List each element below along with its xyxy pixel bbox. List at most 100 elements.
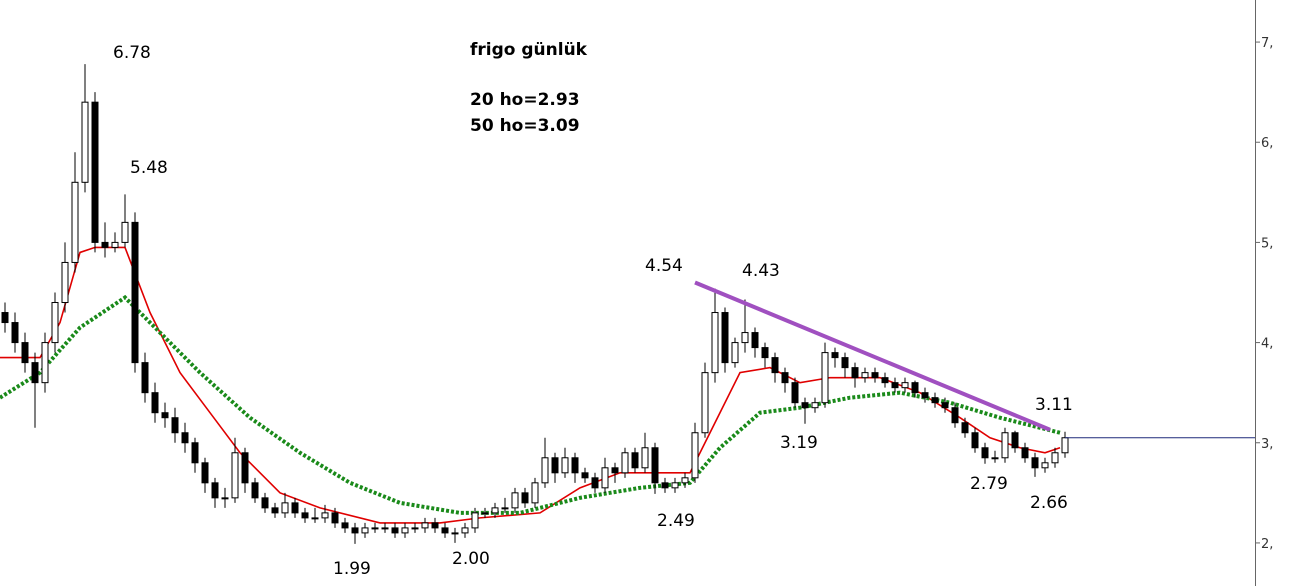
candle-body [671, 482, 679, 489]
candle-body [451, 532, 459, 535]
candle-body [601, 467, 609, 489]
candle-body [71, 181, 79, 263]
candle-body [411, 527, 419, 530]
candle-body [541, 457, 549, 484]
candle-body [551, 457, 559, 474]
candle-body [111, 241, 119, 248]
candle-body [261, 497, 269, 509]
candle-body [461, 527, 469, 534]
candle-body [1, 312, 9, 324]
annotation: 2.66 [1030, 493, 1068, 513]
candle-body [191, 442, 199, 464]
candle-body [121, 221, 129, 243]
candle-body [341, 522, 349, 529]
note: 50 ho=3.09 [470, 116, 580, 136]
candle-body [311, 517, 319, 520]
candle-body [991, 457, 999, 460]
candle-body [81, 101, 89, 183]
candle-body [981, 447, 989, 459]
candle-body [831, 352, 839, 359]
candle-body [391, 527, 399, 534]
candle-body [561, 457, 569, 474]
candle-body [661, 482, 669, 489]
note: 20 ho=2.93 [470, 90, 580, 110]
candle-body [931, 397, 939, 404]
annotation: 3.11 [1035, 395, 1073, 415]
annotation: 2.79 [970, 474, 1008, 494]
candle-body [971, 432, 979, 449]
candle-body [1061, 437, 1069, 454]
candle-body [781, 372, 789, 384]
candle-body [201, 462, 209, 484]
candle-body [591, 477, 599, 489]
candle-body [431, 522, 439, 529]
candle-body [1041, 462, 1049, 469]
candle-body [471, 512, 479, 529]
candle-body [231, 452, 239, 499]
candle-body [691, 432, 699, 479]
y-tick-label: 7, [1261, 36, 1273, 51]
candle-body [381, 527, 389, 530]
candle-body [521, 492, 529, 504]
candle-body [441, 527, 449, 534]
annotation: 4.54 [645, 256, 683, 276]
candle-body [881, 377, 889, 384]
candle-body [151, 392, 159, 414]
candle-body [241, 452, 249, 484]
candle-body [951, 407, 959, 424]
candle-body [21, 342, 29, 364]
candle-body [821, 352, 829, 404]
chart-title: frigo günlük [470, 40, 588, 60]
candle-body [761, 347, 769, 359]
candle-body [871, 372, 879, 379]
candle-body [271, 507, 279, 514]
annotation: 5.48 [130, 158, 168, 178]
candle-body [611, 467, 619, 474]
candle-body [531, 482, 539, 504]
candle-body [301, 512, 309, 519]
candle-body [31, 362, 39, 384]
candle-body [91, 101, 99, 243]
candle-body [161, 412, 169, 419]
candle-body [51, 302, 59, 344]
candle-body [61, 261, 69, 304]
trend-line [694, 280, 1051, 432]
candle-body [571, 457, 579, 474]
candle-body [251, 482, 259, 499]
candle-body [741, 332, 749, 344]
candle-body [491, 507, 499, 514]
candle-body [961, 422, 969, 434]
candle-body [911, 382, 919, 394]
candle-body [891, 382, 899, 389]
candle-body [641, 447, 649, 469]
annotation: 1.99 [333, 559, 371, 579]
y-tick-label: 2, [1261, 537, 1273, 552]
y-tick-label: 5, [1261, 236, 1273, 251]
candle-body [921, 392, 929, 399]
y-tick-label: 6, [1261, 136, 1273, 151]
candle-body [511, 492, 519, 509]
candle-body [771, 357, 779, 374]
candle-body [11, 322, 19, 344]
candle-body [171, 417, 179, 434]
candle-body [711, 312, 719, 374]
candle-body [351, 527, 359, 534]
candle-body [631, 452, 639, 469]
candle-body [1031, 457, 1039, 469]
candle-body [901, 382, 909, 389]
candle-body [581, 472, 589, 479]
y-tick-label: 4, [1261, 337, 1273, 352]
candle-body [101, 241, 109, 248]
candle-body [751, 332, 759, 349]
candle-body [481, 512, 489, 515]
y-tick-label: 3, [1261, 437, 1273, 452]
candle-body [801, 402, 809, 409]
candle-body [321, 512, 329, 519]
candle-body [361, 527, 369, 534]
candle-body [211, 482, 219, 499]
candle-body [621, 452, 629, 474]
candle-body [421, 522, 429, 529]
